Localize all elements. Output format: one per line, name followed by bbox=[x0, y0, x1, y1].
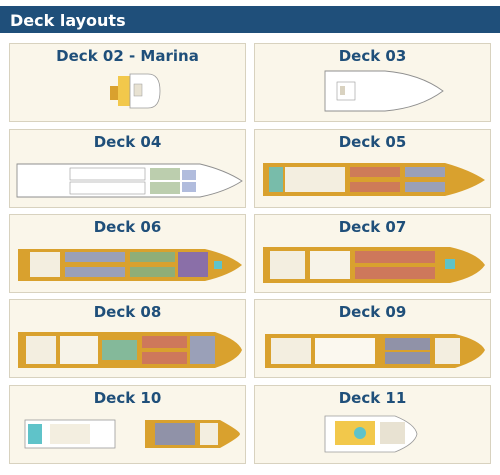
deck-title: Deck 09 bbox=[338, 303, 407, 321]
deck-title: Deck 03 bbox=[338, 47, 407, 65]
deck-card-08[interactable]: Deck 08 bbox=[9, 299, 246, 378]
deck-title: Deck 10 bbox=[93, 389, 162, 407]
deck-05-plan-image bbox=[263, 163, 485, 196]
deck-title: Deck 11 bbox=[338, 389, 407, 407]
deck-02-plan-image bbox=[110, 73, 161, 109]
deck-08-plan-image bbox=[18, 332, 242, 368]
deck-11-plan-image bbox=[324, 415, 418, 453]
deck-title: Deck 04 bbox=[93, 133, 162, 151]
deck-09-plan-image bbox=[265, 334, 485, 368]
deck-title: Deck 07 bbox=[338, 218, 407, 236]
deck-card-07[interactable]: Deck 07 bbox=[254, 214, 491, 293]
page-title: Deck layouts bbox=[10, 11, 126, 30]
deck-card-02[interactable]: Deck 02 - Marina bbox=[9, 43, 246, 122]
deck-card-03[interactable]: Deck 03 bbox=[254, 43, 491, 122]
deck-title: Deck 05 bbox=[338, 133, 407, 151]
deck-07-plan-image bbox=[263, 247, 485, 283]
page-header: Deck layouts bbox=[0, 6, 500, 33]
deck-03-plan-image bbox=[324, 70, 444, 112]
deck-title: Deck 06 bbox=[93, 218, 162, 236]
deck-title: Deck 08 bbox=[93, 303, 162, 321]
deck-card-09[interactable]: Deck 09 bbox=[254, 299, 491, 378]
deck-card-06[interactable]: Deck 06 bbox=[9, 214, 246, 293]
deck-card-05[interactable]: Deck 05 bbox=[254, 129, 491, 208]
deck-title: Deck 02 - Marina bbox=[56, 47, 199, 65]
deck-card-10[interactable]: Deck 10 bbox=[9, 385, 246, 464]
deck-04-plan-image bbox=[16, 163, 243, 198]
deck-10-plan-image bbox=[24, 419, 240, 449]
deck-card-11[interactable]: Deck 11 bbox=[254, 385, 491, 464]
deck-06-plan-image bbox=[18, 249, 242, 281]
deck-card-04[interactable]: Deck 04 bbox=[9, 129, 246, 208]
